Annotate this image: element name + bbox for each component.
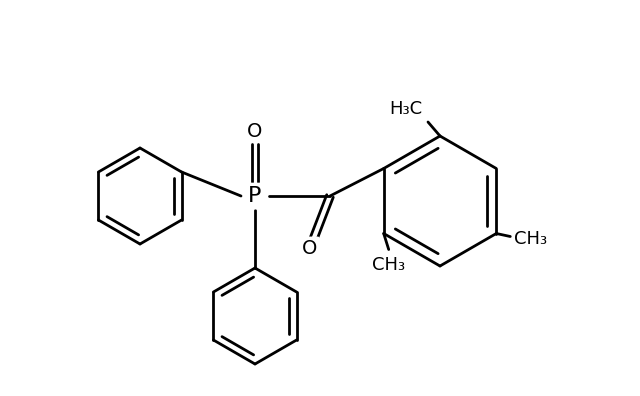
Text: CH₃: CH₃ bbox=[372, 255, 405, 274]
Text: O: O bbox=[302, 238, 317, 257]
Text: CH₃: CH₃ bbox=[515, 230, 547, 248]
Text: O: O bbox=[247, 122, 262, 141]
Text: H₃C: H₃C bbox=[389, 100, 422, 118]
Text: P: P bbox=[248, 186, 262, 206]
